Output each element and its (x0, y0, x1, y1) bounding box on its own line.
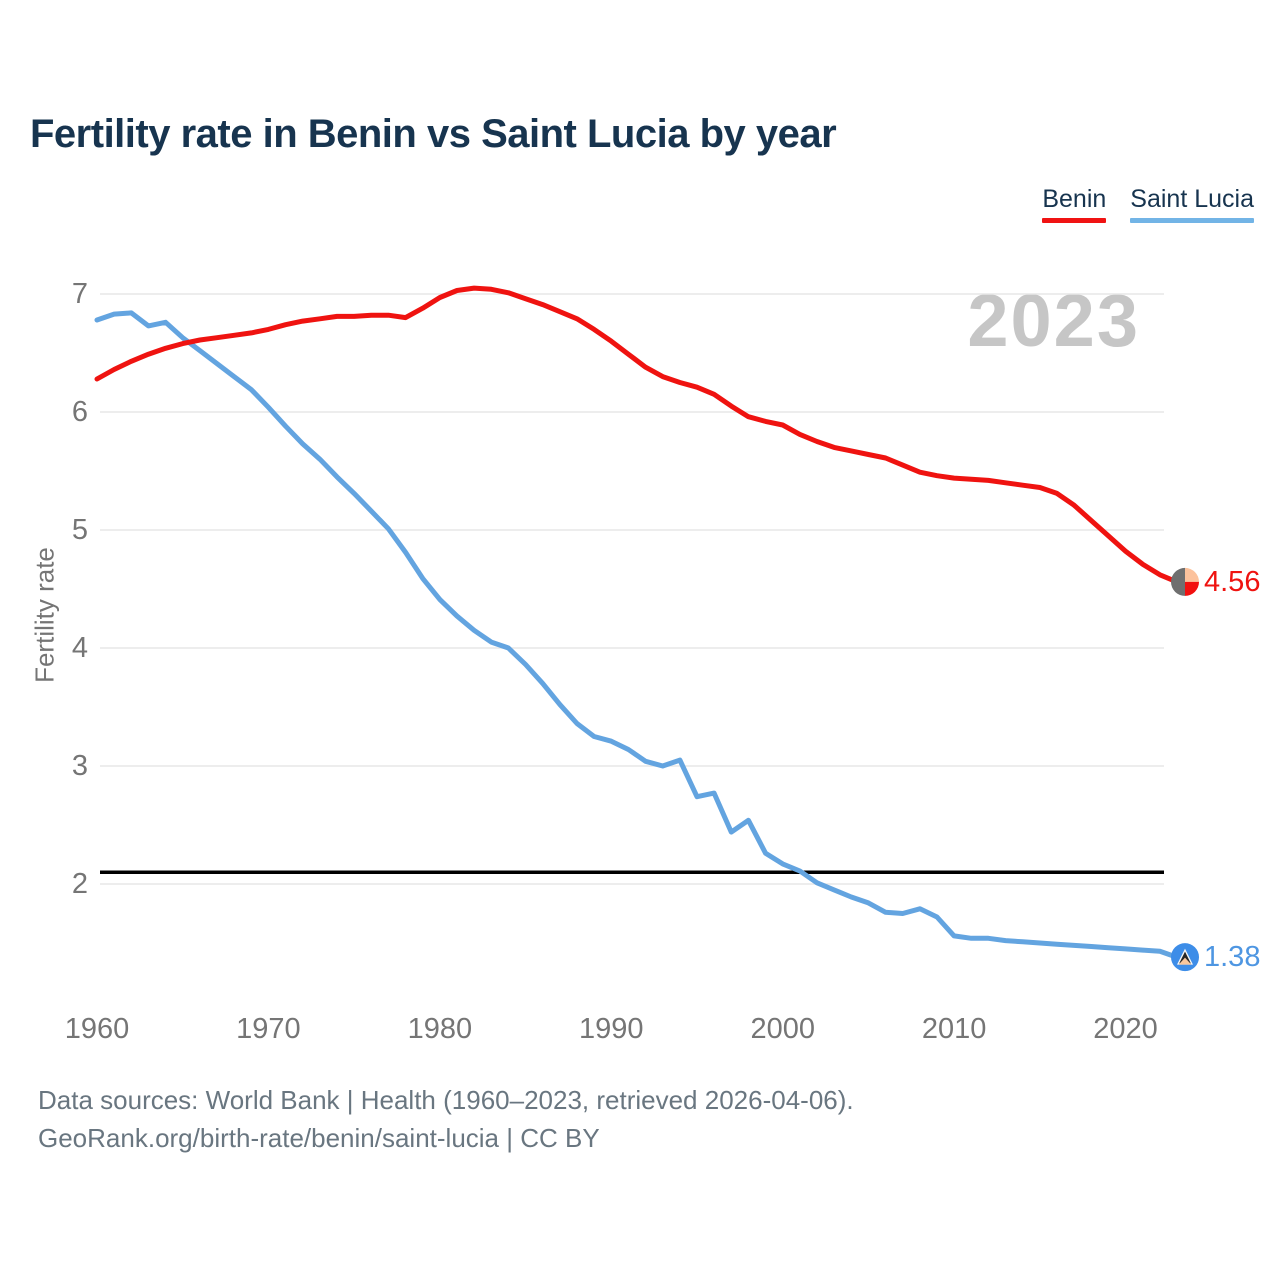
end-value-label-benin: 4.56 (1204, 566, 1261, 598)
footer-sources-line: Data sources: World Bank | Health (1960–… (38, 1085, 854, 1115)
x-tick-label-2020: 2020 (1093, 1013, 1158, 1045)
legend-color-bar-benin (1042, 218, 1107, 223)
y-tick-label-5: 5 (71, 514, 88, 546)
legend: Benin Saint Lucia (1042, 185, 1254, 223)
x-tick-label-1970: 1970 (236, 1013, 301, 1045)
watermark-year: 2023 (967, 279, 1140, 362)
page-title: Fertility rate in Benin vs Saint Lucia b… (30, 112, 837, 156)
y-tick-label-2: 2 (71, 868, 88, 900)
x-tick-label-1960: 1960 (64, 1013, 130, 1045)
footer-url-line: GeoRank.org/birth-rate/benin/saint-lucia… (38, 1123, 600, 1153)
y-tick-label-3: 3 (71, 750, 88, 782)
legend-item-benin[interactable]: Benin (1042, 185, 1107, 223)
x-tick-label-2010: 2010 (921, 1013, 987, 1045)
y-tick-label-4: 4 (71, 632, 88, 664)
footer-attribution: Data sources: World Bank | Health (1960–… (38, 1081, 854, 1157)
saint-lucia-flag-marker-icon[interactable] (1171, 943, 1199, 972)
x-tick-label-1990: 1990 (579, 1013, 644, 1045)
legend-label-benin: Benin (1042, 185, 1107, 213)
y-tick-label-6: 6 (71, 396, 88, 428)
benin-flag-marker-icon[interactable] (1171, 567, 1199, 596)
x-tick-label-2000: 2000 (750, 1013, 815, 1045)
legend-color-bar-saint-lucia (1130, 218, 1254, 223)
series-line-saint-lucia[interactable] (94, 310, 1180, 960)
x-tick-label-1980: 1980 (407, 1013, 473, 1045)
end-value-label-saint-lucia: 1.38 (1204, 941, 1261, 973)
legend-item-saint-lucia[interactable]: Saint Lucia (1130, 185, 1254, 223)
legend-label-saint-lucia: Saint Lucia (1130, 185, 1254, 213)
y-tick-label-7: 7 (71, 278, 88, 310)
series-line-benin[interactable] (94, 285, 1180, 585)
